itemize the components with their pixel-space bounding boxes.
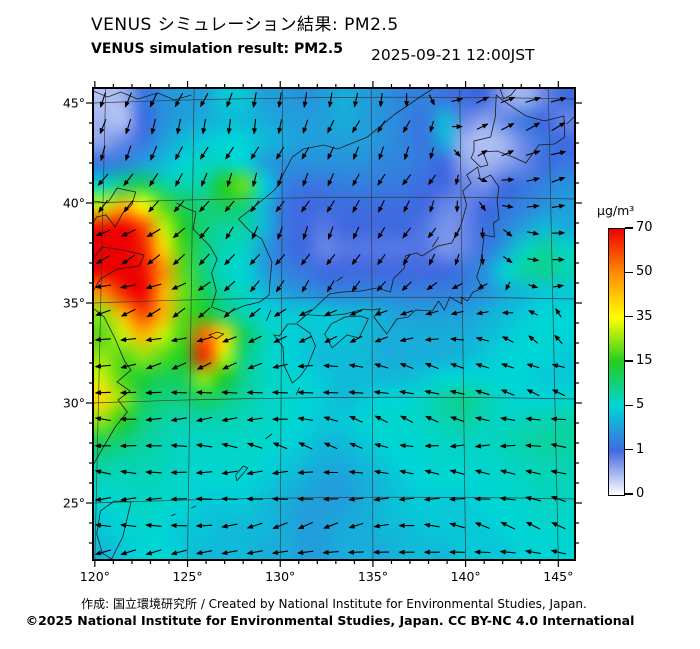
credit-text: 作成: 国立環境研究所 / Created by National Instit… [81, 597, 587, 611]
colorbar-tick [625, 493, 633, 495]
colorbar-tick-label: 35 [636, 308, 653, 324]
y-axis-tick-label: 30° [63, 396, 85, 411]
colorbar-tick-label: 15 [636, 353, 653, 368]
x-axis-tick-label: 125° [172, 569, 202, 584]
colorbar-gradient [608, 228, 625, 496]
y-axis-tick-label: 25° [63, 496, 85, 511]
y-axis-tick-label: 35° [63, 296, 85, 311]
colorbar-tick [625, 360, 633, 362]
colorbar-tick [625, 448, 633, 451]
y-axis-tick-label: 45° [63, 96, 85, 111]
colorbar-tick [625, 404, 633, 407]
x-axis-tick-label: 135° [358, 569, 388, 584]
pm25-heatmap-canvas [93, 88, 575, 560]
colorbar-tick-label: 70 [636, 220, 653, 235]
colorbar-tick [625, 227, 633, 229]
x-axis-tick-label: 145° [543, 569, 573, 584]
page-title-japanese: VENUS シミュレーション結果: PM2.5 [91, 15, 399, 35]
colorbar-tick-label: 5 [636, 397, 645, 413]
y-axis-tick-label: 40° [63, 196, 85, 211]
colorbar-tick [625, 271, 633, 274]
license-text: ©2025 National Institute for Environment… [25, 613, 635, 628]
colorbar-tick-label: 0 [636, 486, 645, 501]
x-axis-tick-label: 140° [451, 569, 481, 584]
page-title-english: VENUS simulation result: PM2.5 [91, 41, 343, 57]
colorbar-tick-label: 1 [636, 441, 645, 457]
x-axis-tick-label: 120° [80, 569, 110, 584]
datetime-label: 2025-09-21 12:00JST [371, 46, 535, 64]
colorbar-unit-label: μg/m³ [597, 203, 635, 218]
colorbar-tick [625, 315, 633, 318]
colorbar-tick-label: 50 [636, 264, 653, 280]
x-axis-tick-label: 130° [265, 569, 295, 584]
